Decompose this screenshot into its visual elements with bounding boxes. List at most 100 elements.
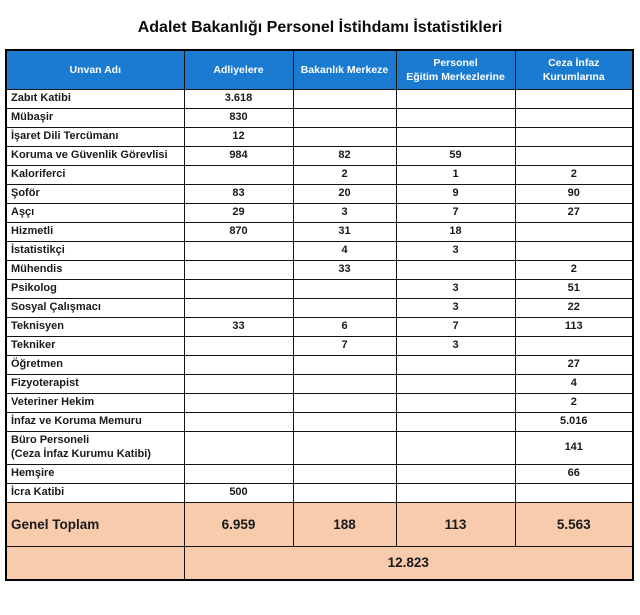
row-value <box>514 221 634 242</box>
row-value <box>183 373 294 394</box>
row-value: 12 <box>183 126 294 147</box>
row-label: İcra Katibi <box>5 482 185 503</box>
table-row: İnfaz ve Koruma Memuru 5.016 <box>5 411 634 432</box>
table-row: İcra Katibi 500 <box>5 482 634 503</box>
row-label: Fizyoterapist <box>5 373 185 394</box>
table-row: Hizmetli 870 31 18 <box>5 221 634 242</box>
table-row: İstatistikçi 4 3 <box>5 240 634 261</box>
row-value: 830 <box>183 107 294 128</box>
total-personel-egitim: 113 <box>395 501 516 547</box>
row-value <box>514 88 634 109</box>
grand-total-value: 12.823 <box>183 545 634 581</box>
table-row: Kaloriferci 2 1 2 <box>5 164 634 185</box>
total-adliyelere: 6.959 <box>183 501 294 547</box>
total-row-label: Genel Toplam <box>5 501 185 547</box>
row-value: 51 <box>514 278 634 299</box>
row-value: 33 <box>292 259 397 280</box>
row-value: 4 <box>514 373 634 394</box>
row-value: 500 <box>183 482 294 503</box>
row-value <box>292 430 397 465</box>
total-ceza-infaz: 5.563 <box>514 501 634 547</box>
row-value: 33 <box>183 316 294 337</box>
row-value <box>395 411 516 432</box>
row-label: Hemşire <box>5 463 185 484</box>
table-row: Hemşire 66 <box>5 463 634 484</box>
row-label: Mübaşir <box>5 107 185 128</box>
row-value <box>395 107 516 128</box>
grand-total-empty-cell <box>5 545 185 581</box>
row-value <box>514 145 634 166</box>
row-value: 3.618 <box>183 88 294 109</box>
row-value <box>395 88 516 109</box>
row-value: 90 <box>514 183 634 204</box>
table-row: İşaret Dili Tercümanı 12 <box>5 126 634 147</box>
row-value <box>395 392 516 413</box>
row-value <box>183 392 294 413</box>
row-value: 22 <box>514 297 634 318</box>
row-value <box>183 463 294 484</box>
table-row: Zabıt Katibi 3.618 <box>5 88 634 109</box>
row-value: 3 <box>395 278 516 299</box>
row-value: 1 <box>395 164 516 185</box>
row-value <box>292 392 397 413</box>
row-label: Koruma ve Güvenlik Görevlisi <box>5 145 185 166</box>
row-value: 3 <box>395 335 516 356</box>
row-value <box>292 126 397 147</box>
row-label: Hizmetli <box>5 221 185 242</box>
row-value: 113 <box>514 316 634 337</box>
row-label: İstatistikçi <box>5 240 185 261</box>
page: Adalet Bakanlığı Personel İstihdamı İsta… <box>0 19 640 581</box>
row-value: 2 <box>514 392 634 413</box>
row-value: 3 <box>395 240 516 261</box>
table-row: Sosyal Çalışmacı 3 22 <box>5 297 634 318</box>
table-row: Fizyoterapist 4 <box>5 373 634 394</box>
row-label: Mühendis <box>5 259 185 280</box>
row-value <box>292 411 397 432</box>
row-value: 2 <box>514 164 634 185</box>
row-value <box>292 297 397 318</box>
column-header-ceza-infaz: Ceza İnfaz Kurumlarına <box>514 49 634 90</box>
row-value <box>183 259 294 280</box>
row-label: Kaloriferci <box>5 164 185 185</box>
table-row: Aşçı 29 3 7 27 <box>5 202 634 223</box>
row-value <box>292 354 397 375</box>
column-header-bakanlik-merkeze: Bakanlık Merkeze <box>292 49 397 90</box>
row-value: 870 <box>183 221 294 242</box>
row-value: 29 <box>183 202 294 223</box>
row-label: Psikolog <box>5 278 185 299</box>
row-value <box>395 373 516 394</box>
table-row: Öğretmen 27 <box>5 354 634 375</box>
row-label: Şoför <box>5 183 185 204</box>
row-value: 7 <box>395 316 516 337</box>
table-row: Tekniker 7 3 <box>5 335 634 356</box>
row-value <box>183 164 294 185</box>
row-value: 27 <box>514 202 634 223</box>
header-row: Unvan Adı Adliyelere Bakanlık Merkeze Pe… <box>5 49 634 90</box>
grand-total-row: 12.823 <box>5 545 634 581</box>
row-value <box>183 240 294 261</box>
row-value <box>183 430 294 465</box>
row-label: Aşçı <box>5 202 185 223</box>
row-label: Teknisyen <box>5 316 185 337</box>
row-value: 7 <box>395 202 516 223</box>
table-row: Mühendis 33 2 <box>5 259 634 280</box>
table-row: Veteriner Hekim 2 <box>5 392 634 413</box>
table-row: Şoför 83 20 9 90 <box>5 183 634 204</box>
column-header-personel-egitim: Personel Eğitim Merkezlerine <box>395 49 516 90</box>
row-value <box>292 482 397 503</box>
row-label: İşaret Dili Tercümanı <box>5 126 185 147</box>
row-value <box>395 482 516 503</box>
row-label: İnfaz ve Koruma Memuru <box>5 411 185 432</box>
row-value: 2 <box>292 164 397 185</box>
column-header-unvan-adi: Unvan Adı <box>5 49 185 90</box>
row-value <box>514 107 634 128</box>
row-value: 5.016 <box>514 411 634 432</box>
row-value: 3 <box>292 202 397 223</box>
row-value: 141 <box>514 430 634 465</box>
row-value <box>292 278 397 299</box>
row-value <box>183 335 294 356</box>
row-value <box>395 430 516 465</box>
row-value <box>395 126 516 147</box>
row-value: 27 <box>514 354 634 375</box>
row-value <box>514 482 634 503</box>
